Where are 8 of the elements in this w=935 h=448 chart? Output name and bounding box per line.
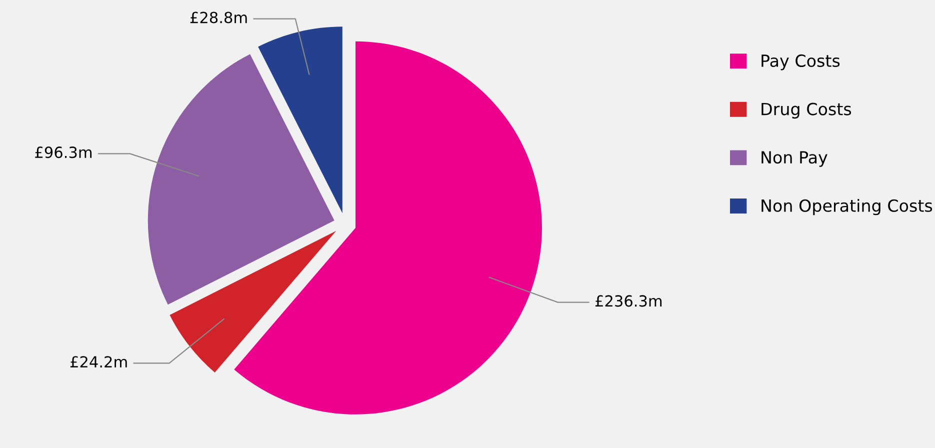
- data-label: £28.8m: [190, 12, 247, 24]
- legend-label: Non Pay: [762, 151, 828, 167]
- legend-label: Non Operating Costs: [762, 199, 932, 216]
- legend-label: Drug Costs: [762, 102, 852, 119]
- data-label: £96.3m: [35, 146, 92, 158]
- data-label: £236.3m: [595, 295, 662, 307]
- legend-label: Pay Costs: [762, 54, 840, 70]
- data-label: £24.2m: [70, 356, 127, 368]
